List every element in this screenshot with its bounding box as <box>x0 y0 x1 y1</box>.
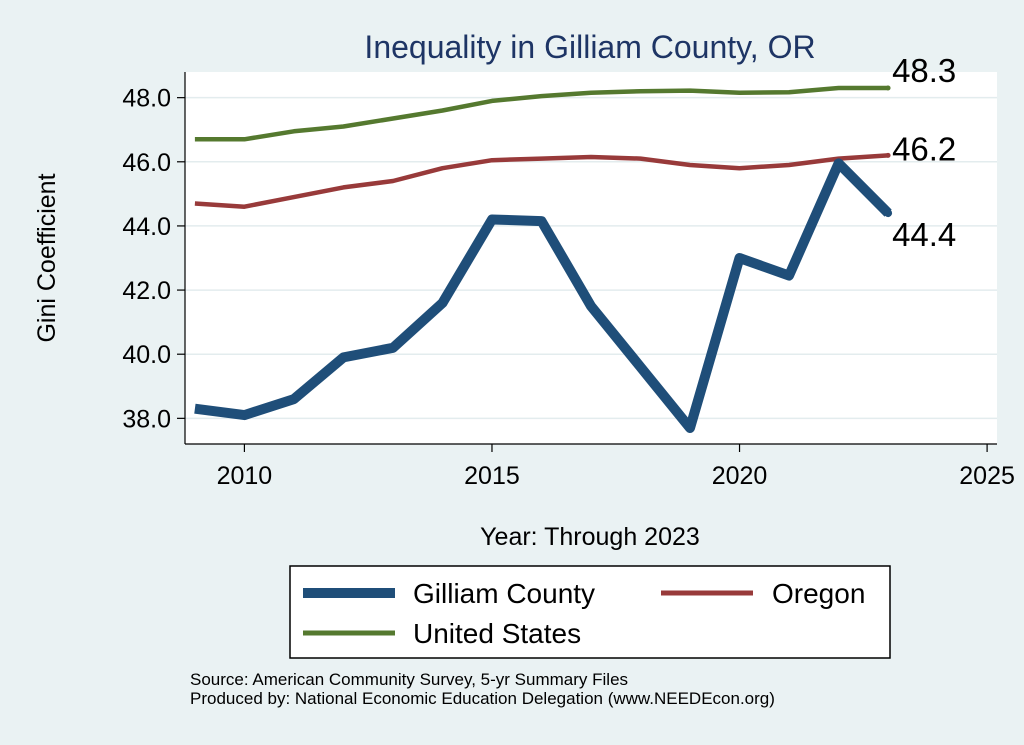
footer: Source: American Community Survey, 5-yr … <box>190 670 775 708</box>
legend-label-oregon: Oregon <box>772 578 865 609</box>
x-axis-title: Year: Through 2023 <box>480 523 700 551</box>
y-tick-label: 44.0 <box>122 213 171 241</box>
series-lines <box>194 85 893 433</box>
legend-box <box>289 565 891 659</box>
end-labels: 44.4 46.2 48.3 <box>892 52 956 253</box>
x-tick-label: 2025 <box>959 462 1015 490</box>
source-note: Source: American Community Survey, 5-yr … <box>190 670 629 689</box>
y-tick-label: 42.0 <box>122 277 171 305</box>
chart-title: Inequality in Gilliam County, OR <box>364 29 815 65</box>
end-label: 44.4 <box>892 216 956 253</box>
x-tick-label: 2010 <box>217 462 273 490</box>
legend-label-us: United States <box>413 618 581 649</box>
series-line-oregon <box>194 153 889 209</box>
end-label: 46.2 <box>892 130 956 167</box>
series-line-gilliam-county <box>194 158 892 433</box>
end-point-marker <box>885 85 891 91</box>
legend: Gilliam County Oregon United States <box>289 565 891 659</box>
y-axis-title: Gini Coefficient <box>33 173 61 342</box>
end-point-marker <box>884 209 893 218</box>
end-point-marker <box>885 152 891 158</box>
axes: 38.0 40.0 42.0 44.0 46.0 48.0 2010 2015 2020 2025 <box>122 72 1015 490</box>
series-line-united-states <box>194 85 889 142</box>
legend-label-gilliam: Gilliam County <box>413 578 595 609</box>
x-tick-label: 2015 <box>464 462 520 490</box>
y-tick-label: 48.0 <box>122 85 171 113</box>
x-tick-label: 2020 <box>712 462 768 490</box>
y-tick-label: 40.0 <box>122 341 171 369</box>
end-label: 48.3 <box>892 52 956 89</box>
y-tick-label: 38.0 <box>122 405 171 433</box>
gridlines <box>185 96 997 420</box>
y-tick-label: 46.0 <box>122 149 171 177</box>
produced-by-note: Produced by: National Economic Education… <box>190 689 775 708</box>
